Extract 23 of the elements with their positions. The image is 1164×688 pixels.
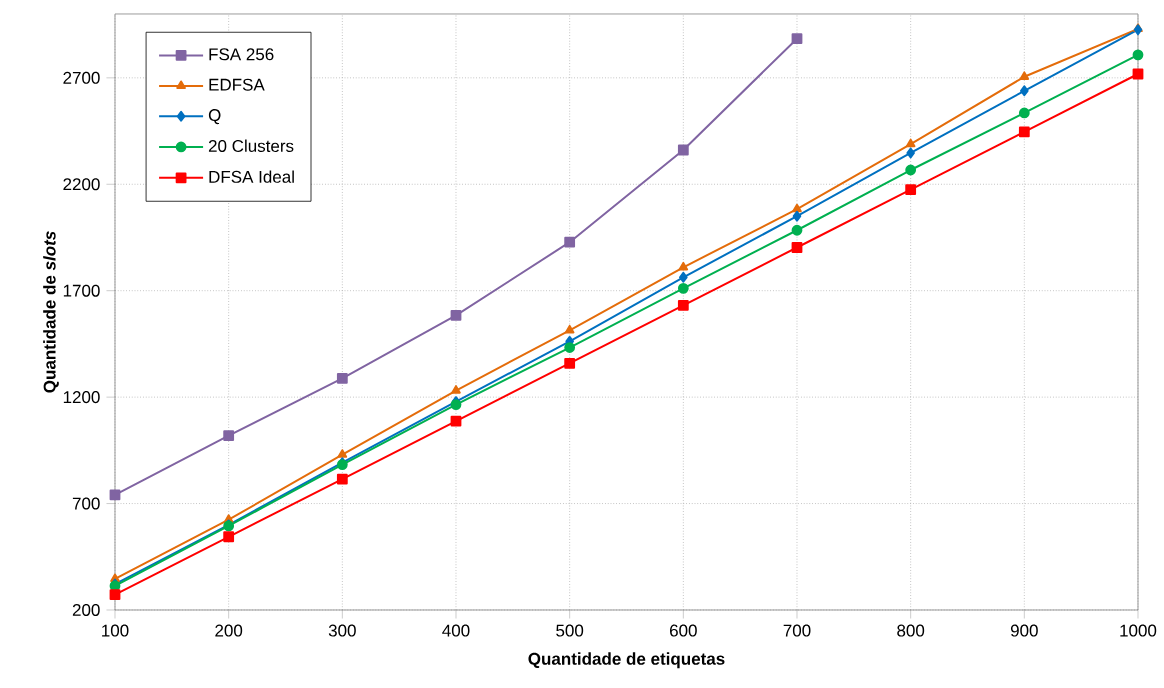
y-axis-title: Quantidade de slots (43, 231, 59, 393)
legend-label: 20 Clusters (208, 139, 294, 152)
legend-label: FSA 256 (209, 48, 274, 61)
y-tick-label: 2200 (63, 178, 100, 191)
y-tick-label: 1700 (63, 284, 100, 297)
x-axis-title: Quantidade de etiquetas (528, 652, 725, 669)
x-tick-label: 100 (102, 624, 129, 637)
legend-label: DFSA Ideal (209, 170, 294, 183)
x-tick-label: 800 (897, 624, 925, 637)
y-tick-label: 2700 (63, 71, 100, 84)
x-tick-label: 1000 (1120, 624, 1157, 637)
x-tick-label: 600 (670, 624, 697, 637)
x-tick-label: 400 (442, 624, 470, 637)
x-tick-label: 200 (215, 624, 243, 637)
y-tick-label: 1200 (63, 391, 100, 404)
y-tick-label: 700 (72, 497, 100, 510)
x-tick-label: 500 (556, 624, 584, 637)
x-tick-label: 700 (783, 624, 811, 637)
x-tick-label: 900 (1010, 624, 1038, 637)
legend-label: Q (208, 109, 221, 125)
x-tick-label: 300 (328, 624, 356, 637)
y-tick-label: 200 (72, 603, 100, 616)
legend-label: EDFSA (209, 78, 265, 91)
